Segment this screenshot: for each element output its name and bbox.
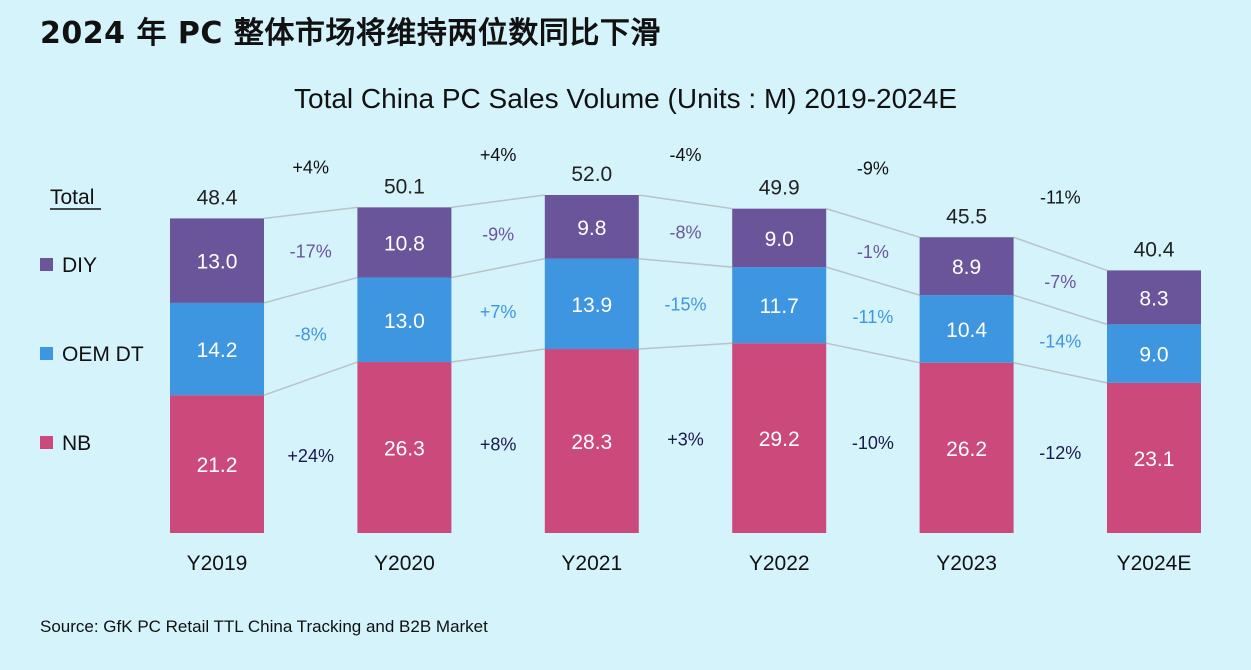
connector-line [1013, 361, 1108, 384]
segment-label: 13.9 [571, 294, 612, 317]
growth-label-nb: +8% [480, 434, 517, 454]
growth-label-total: +4% [480, 145, 517, 165]
segment-label: 26.2 [946, 438, 987, 461]
legend-swatch [40, 347, 53, 360]
bar-nb [170, 395, 264, 533]
x-tick-label: Y2020 [374, 552, 435, 575]
growth-label-total: -4% [669, 145, 701, 165]
connector-line [451, 194, 545, 209]
x-tick-label: Y2024E [1117, 552, 1192, 575]
total-label: 45.5 [946, 205, 987, 228]
connector-line [263, 276, 358, 304]
connector-line [825, 207, 920, 238]
segment-label: 28.3 [571, 431, 612, 454]
connector-line [263, 206, 358, 220]
bar-oem-dt [1107, 324, 1201, 383]
segment-label: 10.8 [384, 232, 425, 255]
segment-label: 29.2 [759, 428, 800, 451]
bar-nb [544, 349, 639, 533]
growth-label-diy: -9% [482, 225, 514, 245]
connector-line [825, 266, 920, 296]
segment-label: 8.3 [1139, 287, 1168, 310]
bar-nb [919, 362, 1014, 533]
connector-line [638, 194, 733, 210]
growth-label-total: +4% [292, 157, 329, 177]
connector-line [826, 342, 920, 364]
growth-label-oem-dt: -14% [1039, 331, 1081, 351]
total-label: 40.4 [1134, 238, 1175, 261]
growth-label-diy: -1% [857, 242, 889, 262]
segment-label: 10.4 [946, 319, 987, 342]
segment-label: 26.3 [384, 438, 425, 461]
bar-nb [1107, 382, 1201, 533]
segment-label: 13.0 [384, 310, 425, 333]
bar-nb [357, 362, 452, 533]
legend-swatch [40, 258, 53, 271]
x-tick-label: Y2022 [749, 552, 810, 575]
growth-label-nb: -12% [1039, 443, 1081, 463]
bar-diy [1107, 270, 1201, 325]
x-tick-label: Y2023 [936, 552, 997, 575]
segment-label: 9.8 [577, 217, 606, 240]
segment-label: 8.9 [952, 256, 981, 279]
growth-label-nb: -10% [852, 433, 894, 453]
total-label: 48.4 [197, 186, 238, 209]
growth-label-diy: -7% [1044, 272, 1076, 292]
growth-label-oem-dt: -15% [664, 295, 706, 315]
segment-label: 14.2 [197, 339, 238, 362]
bar-diy [732, 208, 827, 268]
x-tick-label: Y2021 [561, 552, 622, 575]
growth-label-oem-dt: +7% [480, 302, 517, 322]
connector-line [451, 348, 545, 363]
bar-oem-dt [170, 302, 264, 396]
legend-label: NB [62, 432, 91, 455]
growth-label-diy: -8% [669, 222, 701, 242]
segment-label: 11.7 [760, 295, 799, 318]
source-note: Source: GfK PC Retail TTL China Tracking… [40, 617, 488, 636]
connector-line [263, 361, 358, 396]
bar-oem-dt [544, 258, 639, 350]
total-label: 49.9 [759, 177, 800, 200]
connector-line [1013, 294, 1108, 326]
connector-line [451, 257, 545, 279]
segment-label: 23.1 [1134, 448, 1175, 471]
bar-diy [544, 195, 639, 259]
legend-swatch [40, 436, 53, 449]
growth-label-nb: +24% [287, 446, 334, 466]
bar-oem-dt [732, 267, 827, 344]
growth-label-oem-dt: -8% [295, 324, 327, 344]
growth-label-oem-dt: -11% [853, 307, 894, 327]
legend-title: Total [50, 186, 94, 209]
connector-line [638, 257, 733, 268]
legend-label: OEM DT [62, 343, 144, 366]
bar-oem-dt [919, 295, 1014, 363]
page-title: 2024 年 PC 整体市场将维持两位数同比下滑 [40, 16, 661, 51]
bar-oem-dt [357, 277, 452, 363]
growth-label-total: -11% [1040, 187, 1081, 207]
bar-diy [357, 207, 452, 278]
chart-title: Total China PC Sales Volume (Units : M) … [294, 83, 957, 114]
segment-label: 13.0 [197, 251, 238, 274]
growth-label-diy: -17% [290, 242, 332, 262]
growth-label-total: -9% [857, 159, 889, 179]
connector-line [638, 342, 733, 350]
total-label: 52.0 [571, 163, 612, 186]
bar-diy [170, 218, 264, 303]
segment-label: 9.0 [765, 228, 794, 251]
bar-nb [732, 343, 827, 533]
segment-label: 21.2 [197, 454, 238, 477]
total-label: 50.1 [384, 175, 425, 198]
growth-label-nb: +3% [667, 430, 704, 450]
x-tick-label: Y2019 [187, 552, 248, 575]
connector-line [1013, 236, 1108, 272]
segment-label: 9.0 [1139, 344, 1168, 367]
bar-diy [919, 237, 1014, 296]
legend-label: DIY [62, 254, 97, 277]
